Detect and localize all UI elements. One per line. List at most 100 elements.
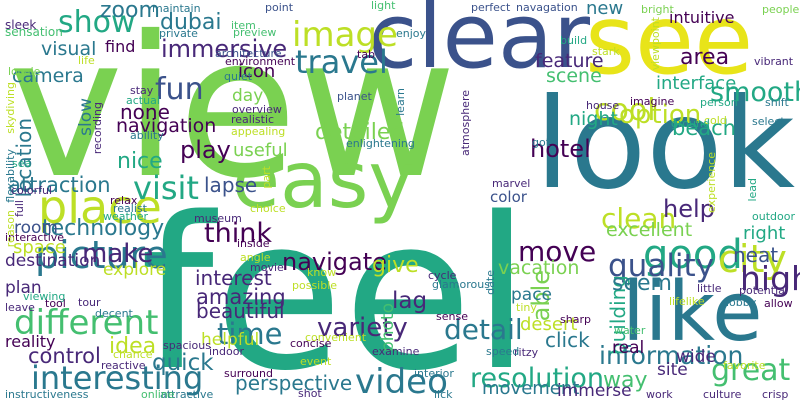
word-different: different (14, 303, 159, 343)
word-realist: realist (113, 202, 147, 215)
word-glamorous: glamorous (432, 278, 490, 291)
word-know: know (307, 266, 337, 279)
word-area: area (680, 45, 730, 70)
word-high: high (740, 259, 800, 298)
word-reason: reason (4, 210, 17, 248)
word-explore: explore (103, 260, 167, 280)
word-point: point (265, 1, 294, 14)
word-detailed: detailed (315, 120, 405, 145)
word-angle: angle (240, 251, 271, 264)
word-quick: quick (152, 350, 214, 376)
word-dubai: dubai (160, 10, 222, 35)
word-part: part (260, 166, 273, 189)
word-shot: shot (298, 387, 322, 400)
word-lapse: lapse (204, 173, 258, 197)
word-destination: destination (5, 251, 101, 271)
word-little: little (697, 282, 722, 295)
word-culture: culture (703, 388, 742, 400)
word-option: option (619, 100, 702, 130)
word-vibrant: vibrant (754, 55, 794, 68)
word-outdoor: outdoor (752, 210, 795, 223)
word-find: find (105, 37, 136, 56)
word-lobby: lobby (726, 296, 757, 309)
word-sharp: sharp (560, 313, 591, 326)
word-house: house (586, 99, 620, 112)
word-tab: tab (357, 48, 376, 61)
word-sea: sea (12, 157, 32, 170)
word-smooth: smooth (710, 77, 800, 108)
word-perspective: perspective (235, 371, 353, 395)
word-interior: interior (414, 367, 454, 380)
word-see: see (585, 0, 754, 96)
word-tool: tool (45, 297, 66, 310)
word-ability: ability (130, 129, 164, 142)
word-control: control (28, 344, 101, 368)
word-quality: quality (608, 248, 715, 284)
word-cool: cool (594, 93, 656, 128)
word-navigation: navigation (116, 115, 217, 137)
word-got: got (532, 136, 551, 149)
word-planet: planet (337, 90, 372, 103)
word-concise: concise (290, 337, 332, 350)
word-appealing: appealing (231, 125, 286, 138)
word-day: day (232, 86, 264, 106)
word-maintain: maintain (152, 2, 201, 15)
word-information: information (599, 341, 744, 370)
word-marvel: marvel (492, 177, 531, 190)
word-online: online (141, 388, 175, 400)
word-visual: visual (41, 38, 97, 60)
word-locale: locale (8, 65, 41, 78)
word-cold: cold (704, 114, 727, 127)
word-site: site (657, 360, 688, 380)
word-real: real (612, 338, 645, 358)
word-potential: potential (739, 284, 788, 297)
word-attraction: attraction (8, 173, 111, 197)
word-preview: preview (233, 26, 277, 39)
word-sleek: sleek (5, 18, 37, 32)
word-technology: technology (42, 216, 165, 241)
word-realistic: realistic (231, 113, 275, 126)
word-experience: experience (705, 152, 718, 213)
word-crisp: crisp (762, 388, 789, 400)
word-instructiveness: instructiveness (5, 388, 89, 400)
word-amazing: amazing (196, 285, 286, 309)
word-stay: stay (130, 84, 154, 97)
word-interesting: interesting (31, 359, 204, 397)
word-favorite: favorite (723, 359, 766, 372)
word-reality: reality (5, 332, 56, 351)
word-life: life (78, 54, 95, 67)
word-intuitive: intuitive (669, 8, 735, 27)
word-icon: icon (238, 61, 276, 82)
word-camera: camera (12, 65, 84, 87)
word-immersive: immersive (161, 35, 288, 63)
word-excellent: excellent (606, 219, 693, 241)
word-surround: surround (224, 367, 273, 380)
word-show: show (58, 5, 136, 40)
word-skydiving: skydiving (4, 82, 17, 134)
word-person: person (700, 96, 738, 109)
word-sense: sense (436, 310, 468, 323)
word-examine: examine (372, 345, 420, 358)
word-navigate: navigate (282, 248, 387, 276)
word-interest: interest (195, 266, 272, 290)
word-make: make (82, 239, 154, 269)
word-wide: wide (676, 347, 716, 367)
word-lead: lead (746, 178, 759, 202)
word-date: date (484, 270, 497, 295)
word-enlightening: enlightening (346, 137, 415, 150)
word-lifelike: lifelike (669, 295, 705, 308)
word-imagine: imagine (630, 95, 675, 108)
word-spacious: spacious (163, 339, 211, 352)
word-desert: desert (520, 314, 578, 335)
word-possible: possible (292, 279, 338, 292)
word-space: space (13, 237, 66, 258)
word-plan: plan (5, 278, 42, 298)
word-travel: travel (295, 43, 388, 81)
word-click: click (545, 328, 590, 352)
word-detail: detail (444, 313, 523, 346)
word-water: water (614, 324, 646, 337)
word-convenient: convenient (305, 331, 367, 344)
word-tour: tour (78, 296, 101, 309)
word-speed: speed (486, 345, 520, 358)
word-like: like (622, 265, 763, 360)
